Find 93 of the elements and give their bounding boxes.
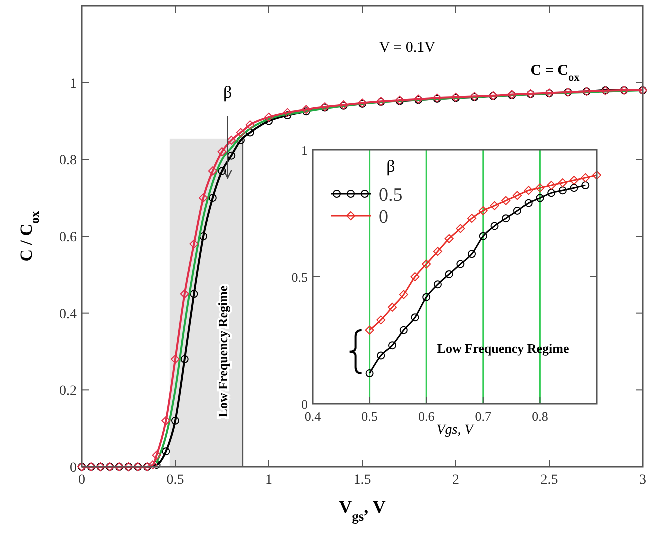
- x-axis-title: Vgs, V: [436, 423, 475, 438]
- point: [570, 184, 578, 192]
- point: [200, 232, 208, 240]
- x-tick-label: 1.5: [354, 473, 372, 488]
- point: [592, 170, 602, 180]
- x-tick-label: 2.5: [540, 473, 558, 488]
- point: [558, 178, 568, 188]
- y-tick-label: 0.6: [60, 230, 77, 246]
- point: [208, 166, 218, 176]
- point: [171, 354, 180, 364]
- point: [180, 290, 190, 299]
- point: [502, 214, 510, 223]
- point: [366, 370, 374, 378]
- point: [548, 189, 556, 198]
- point: [180, 355, 189, 364]
- point: [547, 181, 556, 190]
- x-tick-label: 0.6: [418, 409, 436, 424]
- point: [411, 314, 420, 322]
- point: [172, 416, 180, 425]
- point: [490, 201, 500, 210]
- point: [264, 112, 274, 122]
- y-tick-label: 0.5: [292, 270, 308, 285]
- point: [377, 352, 386, 360]
- legend-title: β: [386, 157, 396, 176]
- annotation: V = 0.1V: [379, 40, 436, 56]
- point: [444, 234, 454, 244]
- x-tick-label: 0.7: [475, 409, 492, 424]
- x-tick-label: 3: [640, 473, 646, 488]
- point: [433, 247, 442, 256]
- x-tick-label: 0.8: [532, 409, 548, 424]
- point: [456, 224, 466, 234]
- point: [490, 222, 499, 230]
- y-tick-label: 0.8: [60, 154, 77, 169]
- point: [434, 280, 442, 289]
- point: [162, 416, 171, 426]
- y-tick-label: 1: [302, 143, 308, 158]
- y-tick-label: 1: [70, 76, 77, 92]
- y-tick-label: 0: [70, 461, 77, 476]
- point: [478, 206, 488, 216]
- x-tick-label: 0.5: [166, 473, 184, 488]
- point: [218, 147, 227, 156]
- point: [536, 184, 545, 193]
- point: [236, 136, 245, 144]
- point: [388, 342, 397, 350]
- point: [512, 191, 522, 200]
- annotation: C = C$_{ox}$: [530, 63, 580, 84]
- point: [218, 167, 226, 176]
- point: [468, 250, 476, 258]
- point: [376, 316, 386, 325]
- point: [227, 136, 236, 145]
- point: [208, 194, 217, 202]
- point: [283, 108, 292, 118]
- point: [582, 182, 590, 190]
- y-tick-label: 0: [302, 397, 308, 412]
- x-axis-title: V$_{gs}$, V: [339, 497, 386, 524]
- point: [302, 105, 311, 114]
- x-tick-label: 2: [452, 473, 460, 488]
- x-tick-label: 1: [266, 473, 272, 488]
- point: [513, 206, 522, 215]
- point: [479, 232, 488, 240]
- point: [456, 260, 465, 268]
- point: [152, 450, 162, 460]
- point: [410, 272, 420, 282]
- point: [445, 270, 454, 278]
- x-tick-label: 0.5: [362, 409, 378, 424]
- point: [148, 460, 158, 470]
- point: [524, 199, 533, 208]
- point: [524, 186, 534, 196]
- point: [422, 260, 432, 269]
- point: [365, 326, 374, 335]
- y-tick-label: 0.2: [60, 384, 77, 400]
- point: [468, 214, 477, 224]
- y-tick-label: 0.4: [60, 307, 77, 322]
- point: [570, 176, 579, 185]
- point: [228, 152, 236, 160]
- annotation: β: [224, 83, 232, 102]
- legend-label: 0.5: [379, 185, 403, 206]
- point: [190, 290, 198, 298]
- point: [558, 186, 567, 195]
- point: [502, 196, 511, 206]
- point: [162, 448, 170, 456]
- point: [581, 173, 590, 182]
- band-label: Low Frequency Regime: [215, 286, 230, 418]
- point: [190, 240, 199, 249]
- point: [388, 302, 398, 312]
- point: [536, 194, 544, 202]
- point: [246, 120, 255, 130]
- point: [422, 293, 431, 302]
- point: [236, 128, 246, 138]
- point: [400, 326, 408, 334]
- point: [399, 290, 408, 300]
- legend-label: 0: [379, 207, 388, 228]
- point: [199, 194, 208, 203]
